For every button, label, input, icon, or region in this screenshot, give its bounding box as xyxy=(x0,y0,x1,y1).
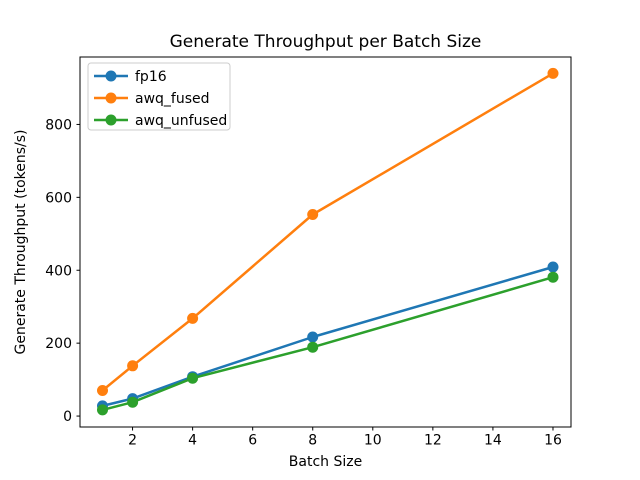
y-tick-label: 400 xyxy=(45,263,72,279)
y-tick-label: 800 xyxy=(45,117,72,133)
x-axis-label: Batch Size xyxy=(289,454,362,470)
y-tick-label: 600 xyxy=(45,190,72,206)
data-point-awq_fused xyxy=(307,209,319,220)
x-tick-label: 12 xyxy=(424,433,442,449)
series-line-awq_unfused xyxy=(101,275,555,412)
legend-marker-sample xyxy=(105,70,117,82)
data-point-awq_unfused xyxy=(307,341,319,353)
data-point-awq_fused xyxy=(97,385,108,396)
legend-box xyxy=(87,62,231,131)
legend-entry-label: awq_fused xyxy=(135,91,210,107)
legend-entry-label: awq_unfused xyxy=(135,113,227,129)
legend-entry-label: fp16 xyxy=(135,69,167,85)
y-tick-label: 0 xyxy=(63,409,72,425)
x-tick-label: 4 xyxy=(188,433,197,449)
x-tick-label: 8 xyxy=(308,433,317,449)
y-axis-label: Generate Throughput (tokens/s) xyxy=(13,130,29,355)
data-point-awq_fused xyxy=(187,312,199,324)
chart-title: Generate Throughput per Batch Size xyxy=(170,32,482,52)
data-point-awq_fused xyxy=(547,67,559,79)
y-tick-label: 200 xyxy=(45,336,72,352)
data-point-fp16 xyxy=(547,261,559,273)
data-point-awq_unfused xyxy=(547,271,559,283)
x-tick-label: 16 xyxy=(544,433,562,449)
data-point-awq_unfused xyxy=(127,396,139,408)
x-tick-label: 14 xyxy=(484,433,502,449)
x-tick-label: 2 xyxy=(128,433,137,449)
x-tick-label: 6 xyxy=(248,433,257,449)
legend-marker-sample xyxy=(105,114,117,126)
data-point-fp16 xyxy=(307,331,319,343)
x-tick-label: 10 xyxy=(364,433,382,449)
data-point-awq_unfused xyxy=(97,404,108,416)
legend-marker-sample xyxy=(105,92,117,104)
axes-spines xyxy=(79,56,572,428)
data-point-awq_unfused xyxy=(187,372,199,384)
data-point-awq_fused xyxy=(127,360,139,372)
legend: fp16 awq_fused awq_unfused xyxy=(87,62,231,131)
